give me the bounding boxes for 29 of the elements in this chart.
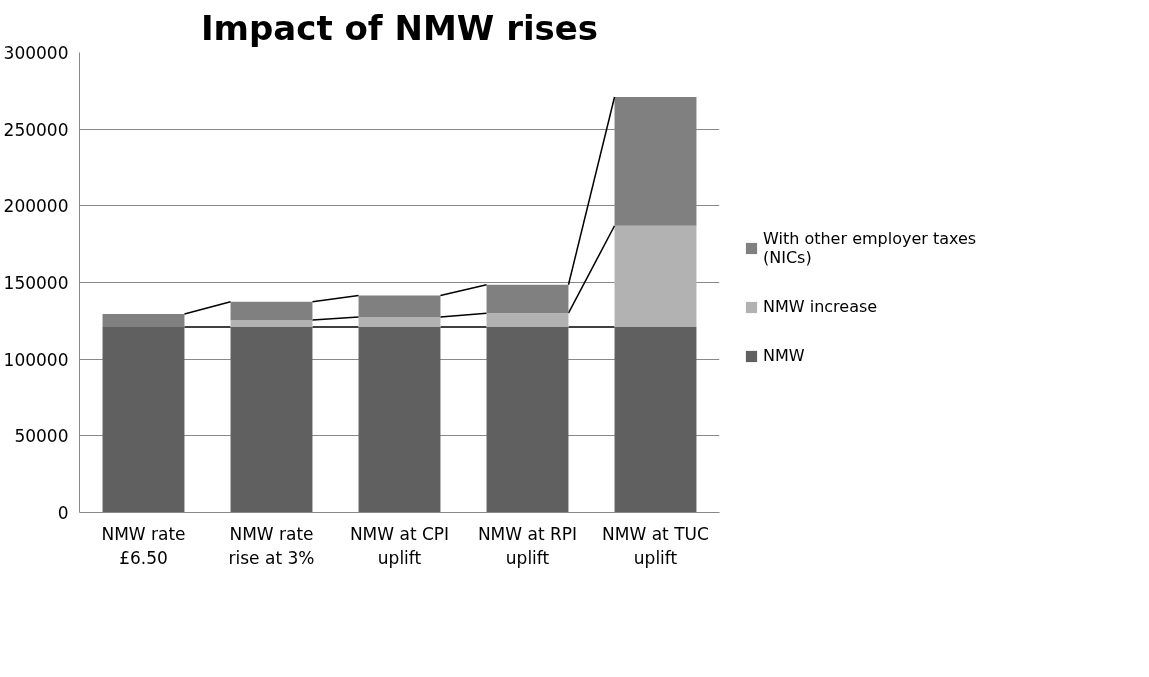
y-tick-label: 250000 <box>3 119 69 140</box>
bar <box>358 317 441 327</box>
bar <box>486 313 569 327</box>
bar <box>614 326 697 513</box>
bar <box>230 320 313 327</box>
legend-label: With other employer taxes (NICs) <box>763 229 977 267</box>
y-tick-label: 0 <box>57 503 69 523</box>
y-tick-label: 300000 <box>3 43 69 63</box>
bar <box>614 225 697 327</box>
y-tick-label: 100000 <box>3 349 69 370</box>
x-tick-label: NMW rate rise at 3% <box>228 523 315 568</box>
x-tick-label: NMW at CPI uplift <box>349 523 450 568</box>
bar <box>102 326 185 513</box>
y-tick-label: 150000 <box>3 273 69 293</box>
bar <box>358 295 441 317</box>
legend-label: NMW increase <box>763 297 878 316</box>
bar <box>358 326 441 513</box>
bar <box>486 326 569 513</box>
x-tick-label: NMW rate £6.50 <box>101 523 186 568</box>
x-tick-label: NMW at RPI uplift <box>477 523 578 568</box>
bar <box>102 313 185 327</box>
chart-title: Impact of NMW rises <box>200 7 599 48</box>
y-tick-label: 200000 <box>3 196 69 217</box>
bar <box>230 326 313 513</box>
x-tick-label: NMW at TUC uplift <box>602 523 709 568</box>
y-tick-label: 50000 <box>14 426 69 447</box>
legend-label: NMW <box>763 346 805 365</box>
bar <box>486 284 569 314</box>
bar <box>230 301 313 321</box>
